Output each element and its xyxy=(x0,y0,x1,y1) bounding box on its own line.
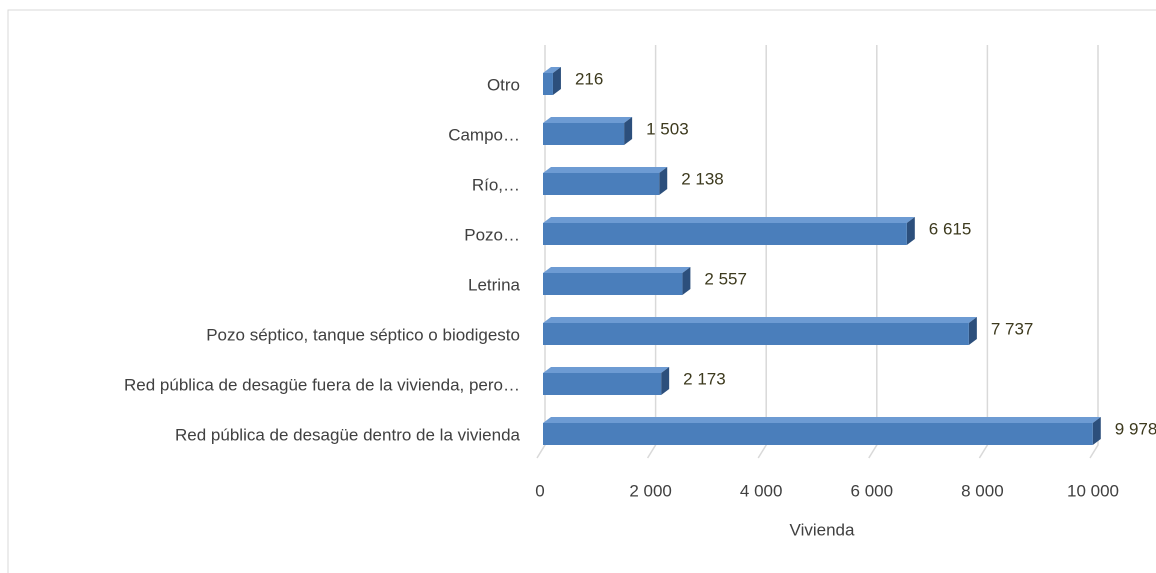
bar-top xyxy=(543,67,561,73)
x-tick-label: 2 000 xyxy=(629,481,672,500)
bar-side xyxy=(661,367,670,395)
bar-top xyxy=(543,317,977,323)
value-label: 2 173 xyxy=(683,369,726,388)
category-label: Letrina xyxy=(468,275,521,294)
value-label: 6 615 xyxy=(929,219,972,238)
chart-frame xyxy=(7,9,1156,573)
bar-top xyxy=(543,367,670,373)
category-label: Río,… xyxy=(472,175,520,194)
value-label: 7 737 xyxy=(991,319,1034,338)
grid-line xyxy=(536,45,546,459)
bar-top xyxy=(543,217,915,223)
category-label: Otro xyxy=(487,75,520,94)
category-label: Pozo… xyxy=(464,225,520,244)
x-tick-label: 8 000 xyxy=(961,481,1004,500)
bar-side xyxy=(552,67,561,95)
grid-line xyxy=(868,45,878,459)
bar xyxy=(543,123,625,145)
bar xyxy=(543,373,662,395)
bar-side xyxy=(906,217,915,245)
grid-line xyxy=(757,45,767,459)
category-label: Campo… xyxy=(448,125,520,144)
x-tick-label: 0 xyxy=(535,481,544,500)
bar-side xyxy=(659,167,668,195)
bar xyxy=(543,273,683,295)
bar-top xyxy=(543,417,1101,423)
value-label: 1 503 xyxy=(646,119,689,138)
value-label: 9 978 xyxy=(1115,419,1156,438)
bar xyxy=(543,173,660,195)
bar xyxy=(543,73,553,95)
bar-side xyxy=(1092,417,1101,445)
bar xyxy=(543,223,907,245)
bar-side xyxy=(968,317,977,345)
bar-top xyxy=(543,167,668,173)
x-axis-label: Vivienda xyxy=(790,520,855,539)
category-label: Pozo séptico, tanque séptico o biodigest… xyxy=(206,325,520,344)
grid-line xyxy=(978,45,989,459)
value-label: 216 xyxy=(575,69,603,88)
bar xyxy=(543,323,969,345)
bar-side xyxy=(682,267,691,295)
x-tick-label: 4 000 xyxy=(740,481,783,500)
category-label: Red pública de desagüe dentro de la vivi… xyxy=(175,425,521,444)
bar xyxy=(543,423,1093,445)
bar-side xyxy=(624,117,633,145)
value-label: 2 138 xyxy=(681,169,724,188)
value-label: 2 557 xyxy=(704,269,747,288)
x-tick-label: 10 000 xyxy=(1067,481,1119,500)
category-label: Red pública de desagüe fuera de la vivie… xyxy=(124,375,520,394)
bar-top xyxy=(543,117,633,123)
x-tick-label: 6 000 xyxy=(851,481,894,500)
bar-top xyxy=(543,267,691,273)
grid-line xyxy=(646,45,657,459)
grid-line xyxy=(1089,45,1099,459)
